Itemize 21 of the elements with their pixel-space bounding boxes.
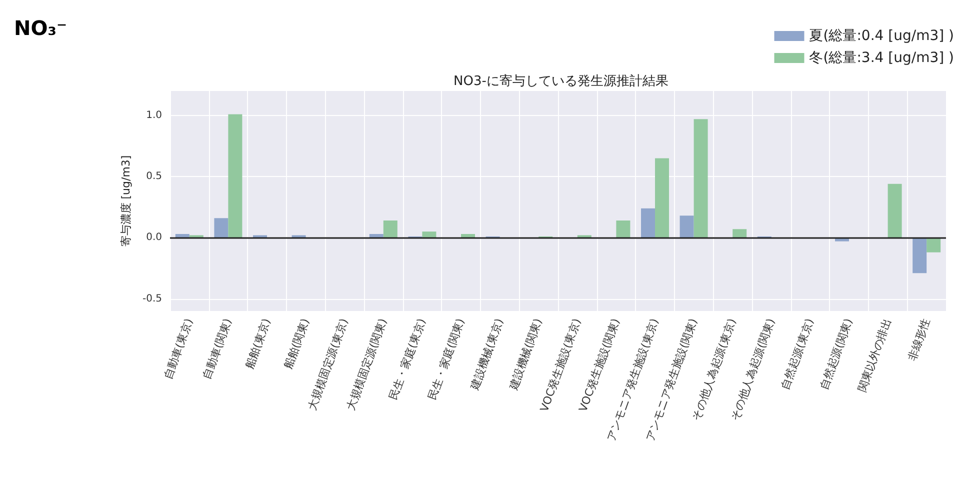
y-tick-label: -0.5 (142, 293, 162, 304)
x-tick-label: 非線形性 (905, 316, 933, 363)
x-tick-label: 建設機械(東京) (468, 316, 506, 392)
x-tick-label: 船舶(関東) (282, 316, 312, 371)
legend-label: 夏(総量:0.4 [ug/m3] ) (809, 28, 954, 44)
x-tick-label: 民生・家庭(関東) (426, 316, 468, 402)
x-tick-label: 民生・家庭(東京) (386, 316, 428, 402)
chart-title: NO3-に寄与している発生源推計結果 (454, 73, 668, 89)
x-tick-label: 自然起源(関東) (817, 316, 856, 392)
x-tick-label: 自動車(東京) (162, 316, 196, 381)
y-axis-title: 寄与濃度 [ug/m3] (120, 155, 133, 247)
x-tick-label: 関東以外の排出 (855, 316, 894, 394)
y-tick-label: 1.0 (146, 110, 162, 121)
x-tick-label: 自然起源(東京) (778, 316, 816, 392)
x-tick-label: 建設機械(関東) (506, 316, 545, 392)
y-tick-label: 0.5 (146, 171, 162, 182)
y-tick-label: 0.0 (146, 232, 162, 244)
text: NO₃⁻ (14, 16, 68, 40)
legend-label: 冬(総量:3.4 [ug/m3] ) (809, 50, 954, 66)
x-tick-label: 船舶(東京) (242, 316, 274, 371)
x-tick-label: 自動車(関東) (200, 316, 234, 381)
